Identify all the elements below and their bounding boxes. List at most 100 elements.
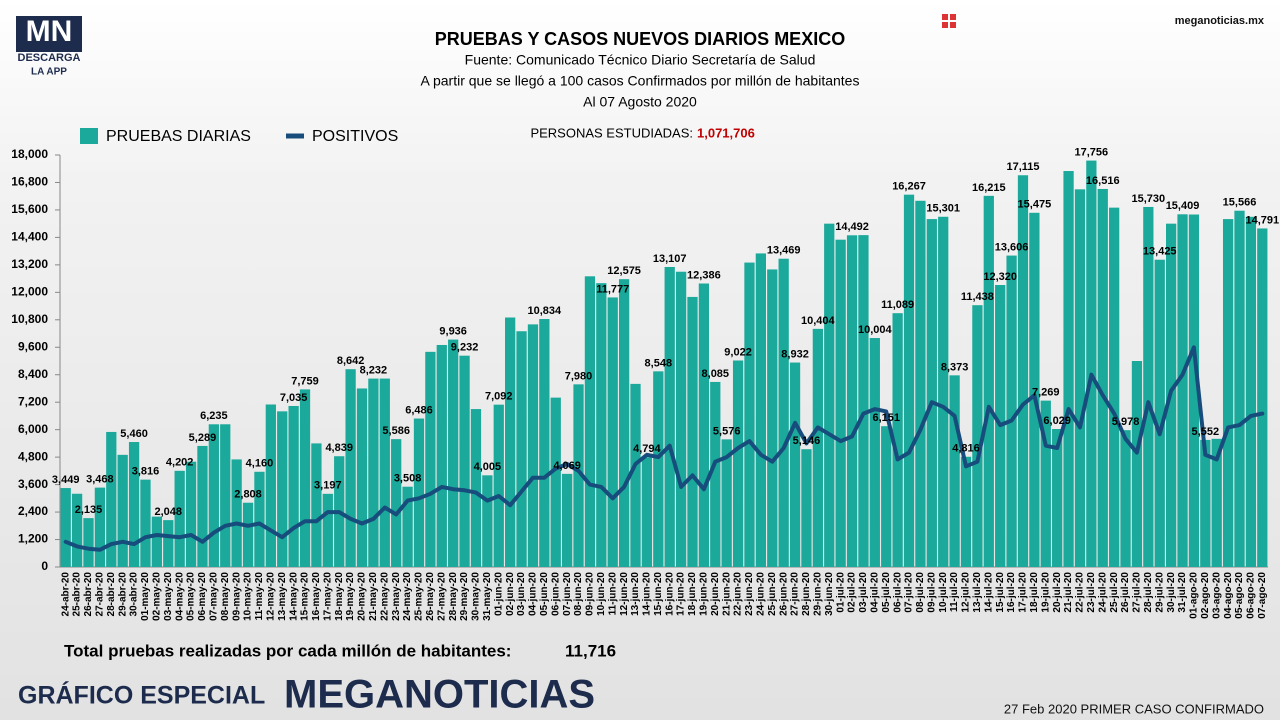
line — [63, 345, 1265, 552]
bar — [493, 404, 504, 567]
bar — [1097, 188, 1108, 568]
x-tick-label: 23-jun-20 — [744, 572, 755, 616]
x-tick-label: 30-may-20 — [471, 572, 482, 621]
bar — [698, 283, 710, 567]
bar — [527, 324, 539, 567]
data-label: 4,839 — [325, 442, 353, 454]
x-tick-label: 17-jul-20 — [1018, 572, 1029, 613]
data-label: 7,269 — [1032, 387, 1060, 399]
footer-brand: MEGANOTICIAS — [284, 673, 595, 717]
data-label: 3,449 — [52, 474, 80, 486]
x-tick-label: 04-ago-20 — [1223, 572, 1234, 619]
footer-special: GRÁFICO ESPECIAL — [18, 681, 265, 710]
data-label: 12,386 — [687, 269, 721, 281]
bar — [892, 313, 903, 567]
source: Fuente: Comunicado Técnico Diario Secret… — [465, 52, 816, 68]
x-tick-label: 02-jun-20 — [505, 572, 516, 616]
x-tick-label: 03-ago-20 — [1211, 572, 1222, 619]
x-tick-label: 06-ago-20 — [1246, 572, 1257, 619]
data-label: 6,029 — [1043, 415, 1071, 427]
x-tick-label: 24-jun-20 — [756, 572, 767, 616]
x-tick-label: 15-jul-20 — [995, 572, 1006, 613]
bar — [732, 360, 744, 567]
data-label: 6,486 — [405, 404, 433, 416]
x-tick-label: 10-may-20 — [243, 572, 254, 621]
x-tick-label: 27-jul-20 — [1132, 572, 1143, 613]
bar — [345, 369, 356, 567]
bar — [926, 219, 937, 568]
y-tick-label: 4,800 — [18, 449, 48, 463]
bar — [1211, 438, 1222, 567]
data-label: 11,777 — [596, 283, 629, 295]
x-tick-label: 06-jun-20 — [550, 572, 561, 616]
x-tick-label: 07-jul-20 — [904, 572, 915, 613]
y-tick-label: 16,800 — [11, 175, 48, 189]
x-tick-label: 10-jul-20 — [938, 572, 949, 613]
data-label: 15,301 — [926, 203, 960, 215]
x-tick-label: 24-abr-20 — [60, 572, 71, 617]
bar — [1017, 175, 1029, 568]
bar — [151, 516, 162, 567]
bar — [1131, 361, 1143, 567]
x-tick-label: 17-jun-20 — [676, 572, 687, 616]
x-tick-label: 26-may-20 — [425, 572, 436, 621]
x-tick-label: 26-jul-20 — [1120, 572, 1131, 613]
bar — [356, 388, 368, 567]
x-tick-label: 25-abr-20 — [72, 572, 83, 617]
bar — [322, 493, 333, 567]
bar — [413, 418, 425, 567]
x-tick-label: 29-jun-20 — [812, 572, 823, 616]
x-tick-label: 29-abr-20 — [117, 572, 128, 617]
data-label: 14,492 — [835, 221, 869, 233]
x-tick-label: 20-jul-20 — [1052, 572, 1063, 613]
bar — [607, 297, 618, 567]
bar — [675, 271, 687, 567]
x-tick-label: 03-may-20 — [163, 572, 174, 621]
x-tick-label: 30-jul-20 — [1166, 572, 1177, 613]
data-label: 16,267 — [892, 181, 926, 193]
data-label: 5,289 — [189, 432, 217, 444]
bar — [710, 381, 721, 567]
data-label: 17,756 — [1075, 146, 1109, 158]
x-tick-label: 22-may-20 — [379, 572, 390, 621]
bar — [1234, 210, 1245, 568]
x-tick-label: 16-jun-20 — [664, 572, 675, 616]
x-tick-label: 19-jul-20 — [1040, 572, 1051, 613]
x-tick-label: 21-may-20 — [368, 572, 379, 621]
data-label: 8,932 — [781, 348, 809, 360]
bar — [288, 405, 299, 567]
bar — [641, 457, 653, 567]
bar — [163, 520, 174, 567]
x-tick-label: 08-jul-20 — [915, 572, 926, 613]
bar — [539, 319, 550, 567]
logo-line: LA APP — [31, 67, 67, 78]
x-tick-label: 28-may-20 — [448, 572, 459, 621]
x-tick-label: 14-jul-20 — [983, 572, 994, 613]
y-tick-label: 12,000 — [11, 285, 48, 299]
y-tick-label: 18,000 — [11, 147, 48, 161]
bar — [94, 487, 106, 567]
x-tick-label: 13-may-20 — [277, 572, 288, 621]
legend-swatch — [80, 128, 98, 144]
x-tick-label: 25-jul-20 — [1109, 572, 1120, 613]
x-tick-label: 27-may-20 — [436, 572, 447, 621]
date: Al 07 Agosto 2020 — [583, 94, 697, 110]
bar — [1245, 216, 1257, 568]
icon — [950, 14, 956, 20]
x-tick-label: 14-may-20 — [288, 572, 299, 621]
data-label: 7,035 — [280, 392, 308, 404]
bar — [938, 216, 949, 568]
data-label: 5,460 — [120, 428, 148, 440]
data-label: 3,468 — [86, 474, 114, 486]
y-tick-label: 6,000 — [18, 422, 48, 436]
x-tick-label: 01-jul-20 — [835, 572, 846, 613]
icon — [942, 22, 948, 28]
x-tick-label: 31-may-20 — [482, 572, 493, 621]
x-tick-label: 11-jun-20 — [607, 572, 618, 616]
bar — [391, 439, 402, 567]
y-tick-label: 9,600 — [18, 339, 48, 353]
bar — [1052, 429, 1063, 567]
data-label: 7,759 — [291, 375, 319, 387]
x-tick-label: 12-jun-20 — [619, 572, 630, 616]
bar — [242, 502, 254, 567]
